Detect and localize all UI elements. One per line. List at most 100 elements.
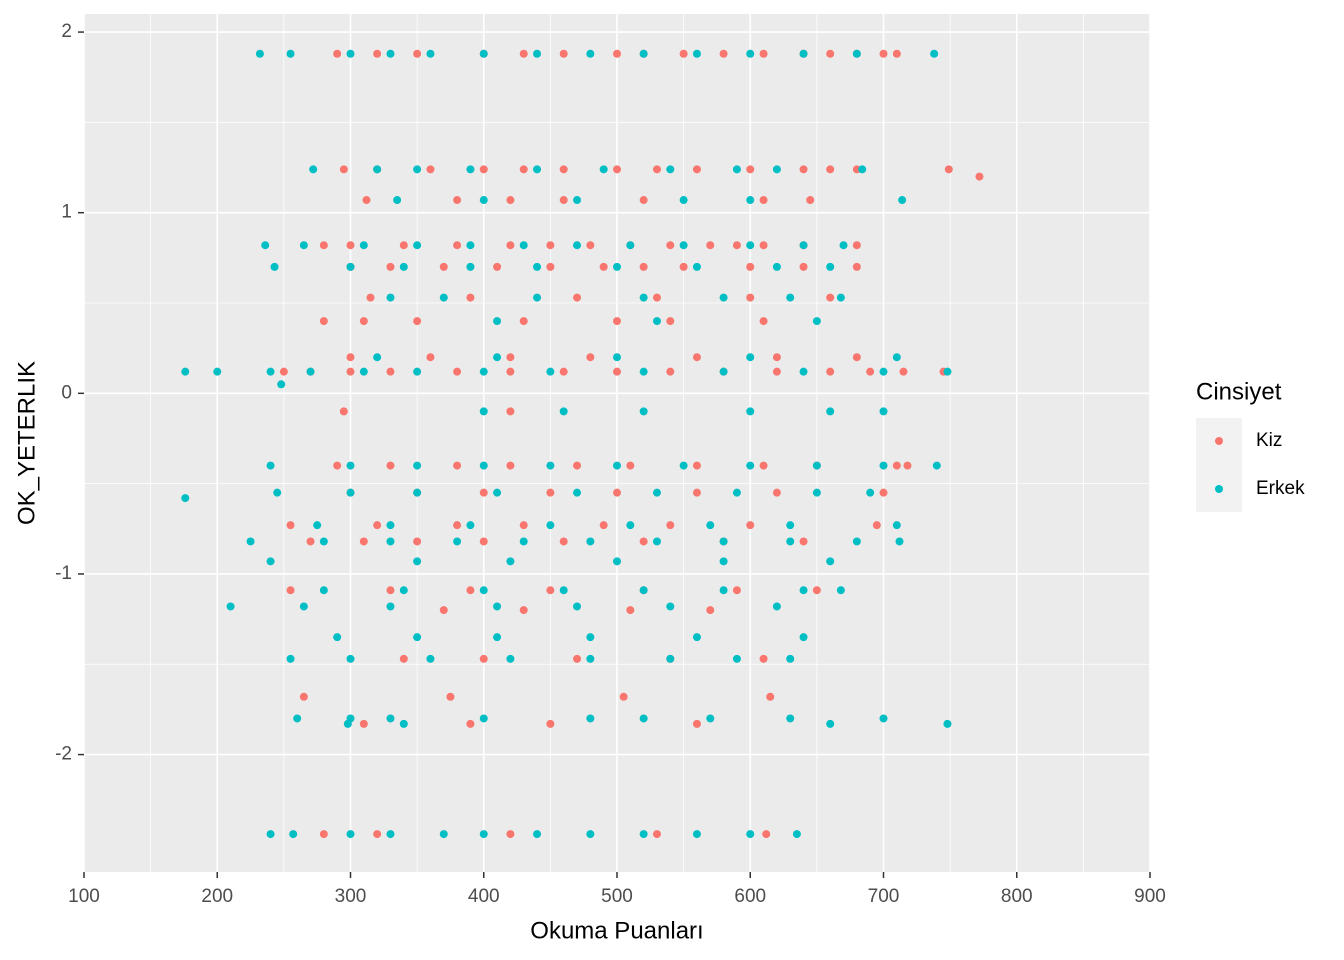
point — [626, 606, 635, 615]
x-tick-label: 500 — [601, 886, 633, 907]
point — [273, 488, 282, 497]
point — [826, 719, 835, 728]
point — [333, 461, 342, 470]
point — [386, 830, 395, 839]
point — [559, 407, 568, 416]
point — [772, 367, 781, 376]
point — [559, 367, 568, 376]
point — [479, 654, 488, 663]
point — [466, 719, 475, 728]
point — [639, 714, 648, 723]
x-axis-title: Okuma Puanları — [530, 917, 703, 944]
point — [599, 521, 608, 530]
point — [559, 165, 568, 174]
point — [289, 830, 298, 839]
point — [879, 488, 888, 497]
point — [506, 557, 515, 566]
point — [706, 241, 715, 250]
point — [493, 262, 502, 271]
point — [546, 521, 555, 530]
point — [639, 293, 648, 302]
point — [479, 714, 488, 723]
point — [373, 353, 382, 362]
point — [746, 196, 755, 205]
point — [799, 537, 808, 546]
point — [836, 293, 845, 302]
point — [453, 521, 462, 530]
point — [746, 49, 755, 58]
point — [692, 488, 701, 497]
point — [479, 830, 488, 839]
point — [719, 537, 728, 546]
point — [666, 521, 675, 530]
point — [359, 317, 368, 326]
point — [613, 262, 621, 271]
point — [613, 557, 621, 566]
point — [479, 461, 488, 470]
point — [812, 461, 821, 470]
point — [453, 461, 462, 470]
point — [533, 262, 542, 271]
point — [852, 353, 861, 362]
point — [319, 241, 328, 250]
point — [759, 654, 768, 663]
point — [306, 367, 315, 376]
point — [599, 165, 608, 174]
point — [399, 586, 408, 595]
point — [759, 461, 768, 470]
point — [399, 241, 408, 250]
point — [346, 241, 355, 250]
point — [692, 633, 701, 642]
x-tick-label: 700 — [868, 886, 900, 907]
point — [439, 606, 448, 615]
point — [393, 196, 402, 205]
point — [386, 714, 395, 723]
point — [652, 293, 661, 302]
point — [533, 49, 542, 58]
point — [706, 714, 715, 723]
point — [895, 537, 904, 546]
point — [506, 241, 515, 250]
point — [858, 165, 867, 174]
point — [373, 830, 382, 839]
point — [892, 49, 901, 58]
point — [246, 537, 255, 546]
point — [692, 719, 701, 728]
point — [639, 49, 648, 58]
point — [479, 49, 488, 58]
point — [586, 633, 595, 642]
point — [479, 407, 488, 416]
point — [479, 586, 488, 595]
point — [679, 49, 688, 58]
point — [613, 461, 621, 470]
point — [426, 353, 435, 362]
point — [359, 367, 368, 376]
point — [746, 407, 755, 416]
point — [439, 830, 448, 839]
point — [386, 367, 395, 376]
point — [666, 654, 675, 663]
point — [746, 830, 755, 839]
point — [333, 49, 342, 58]
point — [359, 241, 368, 250]
point — [812, 586, 821, 595]
point — [943, 719, 952, 728]
point — [892, 461, 901, 470]
point — [346, 461, 355, 470]
legend-title: Cinsiyet — [1196, 378, 1282, 405]
point — [666, 241, 675, 250]
point — [836, 586, 845, 595]
point — [466, 241, 475, 250]
point — [899, 367, 908, 376]
point — [732, 165, 741, 174]
legend-key — [1215, 485, 1223, 493]
point — [852, 241, 861, 250]
point — [586, 537, 595, 546]
point — [759, 49, 768, 58]
point — [719, 586, 728, 595]
point — [506, 654, 515, 663]
point — [346, 49, 355, 58]
point — [413, 165, 422, 174]
point — [399, 719, 408, 728]
point — [772, 165, 781, 174]
